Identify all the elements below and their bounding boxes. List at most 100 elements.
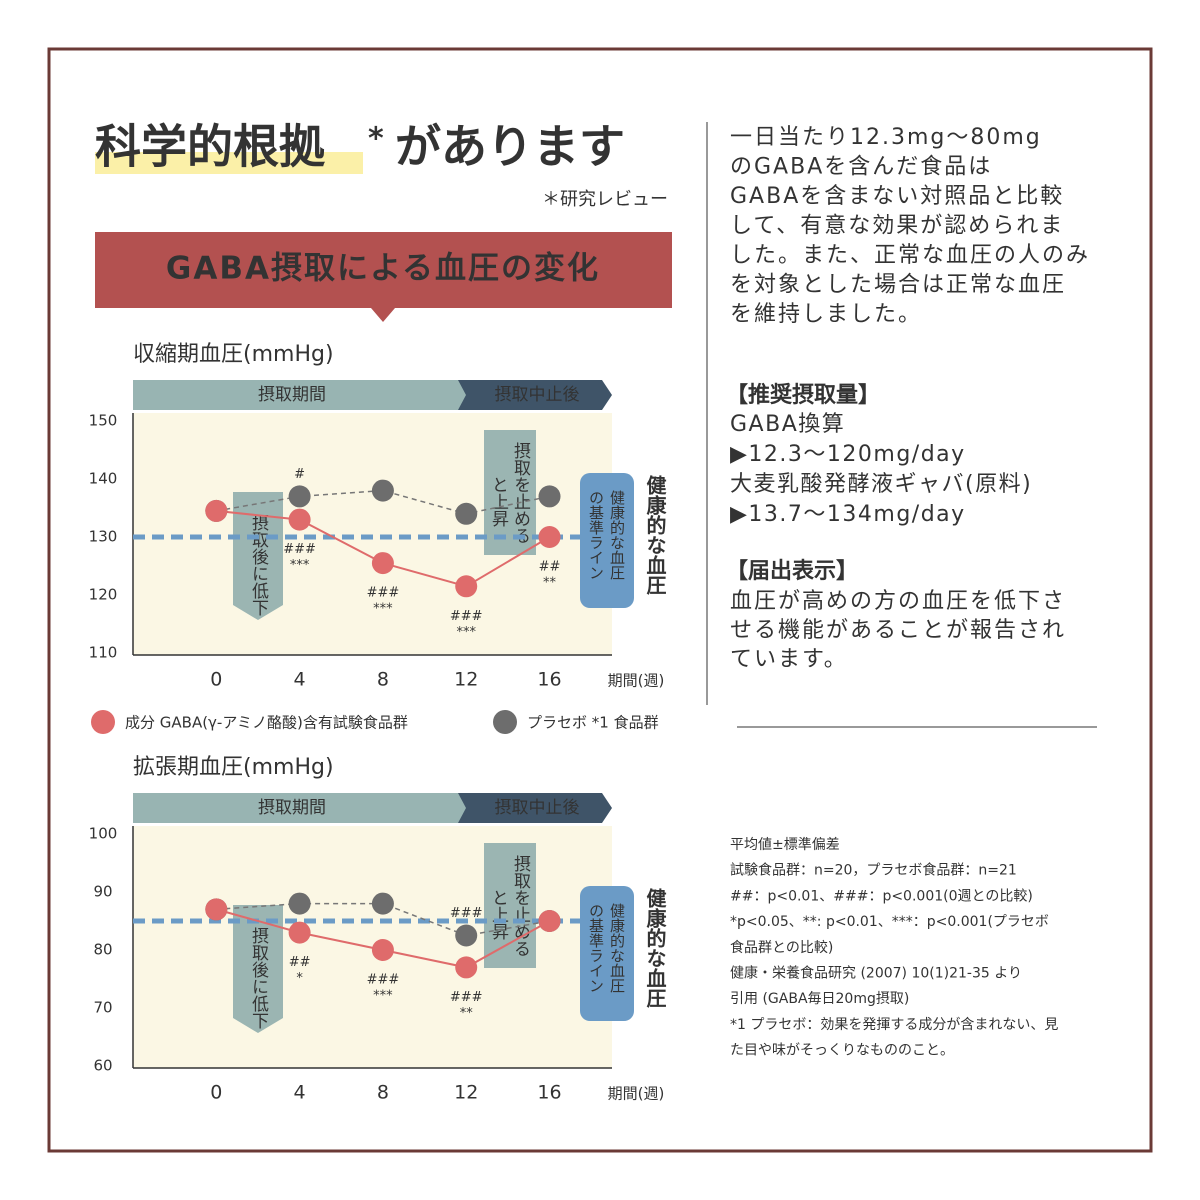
significance: ### — [450, 990, 483, 1005]
description: を対象とした場合は正常な血圧 — [730, 273, 1066, 298]
y-tick-label: 80 — [93, 941, 112, 959]
significance: ** — [460, 1006, 474, 1021]
banner-text: GABA摂取による血圧の変化 — [166, 251, 600, 287]
banner — [95, 232, 672, 322]
period-bar — [133, 793, 476, 823]
x-tick-label: 8 — [377, 1082, 389, 1104]
note: 引用 (GABA毎日20mg摂取) — [730, 991, 909, 1007]
significance: *** — [456, 625, 476, 640]
callout — [233, 492, 283, 620]
y-tick-label: 110 — [89, 644, 118, 662]
significance: ## — [539, 560, 561, 575]
callout-text: と上昇 — [488, 476, 509, 527]
description: 一日当たり12.3mg～80mg — [730, 125, 1042, 150]
subtitle: ＊研究レビュー — [542, 189, 668, 210]
description: して、有意な効果が認められま — [730, 214, 1064, 239]
note: *p<0.05、**: p<0.01、***：p<0.001(プラセボ — [730, 914, 1049, 930]
note: 試験食品群：n=20，プラセボ食品群：n=21 — [730, 862, 1017, 879]
reference-box-text: の基準ライン — [587, 903, 605, 993]
x-tick-label: 0 — [210, 669, 222, 691]
recommended-line: GABA換算 — [730, 412, 845, 437]
note: ##：p<0.01、###：p<0.001(0週との比較) — [730, 888, 1033, 904]
point — [288, 892, 311, 915]
x-tick-label: 4 — [294, 1082, 306, 1104]
point — [288, 485, 311, 508]
callout-text: 摂取を止める — [510, 442, 531, 544]
point — [538, 910, 561, 932]
point — [538, 485, 561, 508]
significance: ### — [283, 542, 316, 557]
legend-marker — [493, 710, 517, 734]
chart-title: 収縮期血圧(mmHg) — [133, 342, 334, 367]
significance: *** — [373, 602, 393, 617]
point — [288, 508, 311, 531]
point — [455, 956, 478, 979]
point — [455, 575, 478, 598]
period-label: 摂取期間 — [258, 798, 326, 818]
reference-label: 健康的な血圧 — [643, 887, 667, 1009]
title: があります — [395, 120, 625, 174]
chart-title: 拡張期血圧(mmHg) — [133, 755, 334, 780]
description: のGABAを含んだ食品は — [730, 155, 992, 180]
title-mark: * — [368, 122, 384, 157]
point — [371, 552, 394, 575]
point — [205, 898, 228, 921]
series-line — [216, 489, 550, 515]
note: た目や味がそっくりなもののこと。 — [730, 1043, 954, 1059]
highlight — [95, 152, 363, 174]
significance: ### — [367, 973, 400, 988]
x-tick-label: 8 — [377, 669, 389, 691]
period-bar — [458, 793, 612, 823]
significance: # — [294, 467, 305, 482]
reference-label: 健康的な血圧 — [643, 474, 667, 596]
x-axis-label: 期間(週) — [608, 672, 665, 690]
recommended-line: ▶12.3～120mg/day — [730, 442, 966, 467]
x-tick-label: 16 — [537, 669, 561, 691]
callout — [233, 905, 283, 1033]
y-tick-label: 60 — [93, 1057, 112, 1075]
x-tick-label: 4 — [294, 669, 306, 691]
note: 食品群との比較) — [730, 939, 833, 956]
callout-text: と上昇 — [488, 889, 509, 940]
legend-label: プラセボ *1 食品群 — [527, 714, 659, 732]
claim-line: 血圧が高めの方の血圧を低下さ — [730, 589, 1066, 614]
y-tick-label: 90 — [93, 883, 112, 901]
point — [371, 939, 394, 961]
y-tick-label: 150 — [89, 412, 118, 430]
y-tick-label: 120 — [89, 586, 118, 604]
note: *1 プラセボ：効果を発揮する成分が含まれない、見 — [730, 1017, 1058, 1033]
significance: ** — [543, 576, 557, 591]
y-tick-label: 100 — [89, 825, 118, 843]
significance: ### — [367, 586, 400, 601]
claim-line: せる機能があることが報告され — [730, 618, 1066, 643]
callout-text: 摂取を止める — [510, 855, 531, 957]
point — [455, 502, 478, 525]
x-tick-label: 12 — [454, 1082, 478, 1104]
period-label: 摂取中止後 — [495, 798, 580, 818]
point — [288, 921, 311, 944]
y-tick-label: 140 — [89, 470, 118, 488]
period-bar — [133, 380, 476, 410]
description: した。また、正常な血圧の人のみ — [730, 243, 1090, 268]
period-label: 摂取期間 — [258, 385, 326, 405]
significance: ### — [450, 609, 483, 624]
recommended-line: ▶13.7～134mg/day — [730, 502, 966, 527]
period-label: 摂取中止後 — [495, 385, 580, 405]
x-tick-label: 0 — [210, 1082, 222, 1104]
legend-label: 成分 GABA(γ-アミノ酪酸)含有試験食品群 — [125, 714, 408, 732]
callout-text vt: 摂取後に低下 — [248, 927, 269, 1029]
point — [538, 526, 561, 548]
callout-text vt: 摂取後に低下 — [248, 514, 269, 616]
reference-box — [580, 473, 634, 608]
point — [205, 499, 228, 522]
point — [371, 479, 394, 502]
description: を維持しました。 — [730, 302, 922, 327]
significance: * — [296, 971, 303, 986]
note: 平均値±標準偏差 — [730, 837, 840, 853]
reference-box — [580, 886, 634, 1021]
point — [371, 892, 394, 915]
y-tick-label: 130 — [89, 528, 118, 546]
x-tick-label: 16 — [537, 1082, 561, 1104]
reference-box-text: 健康的な血圧 — [608, 903, 626, 993]
